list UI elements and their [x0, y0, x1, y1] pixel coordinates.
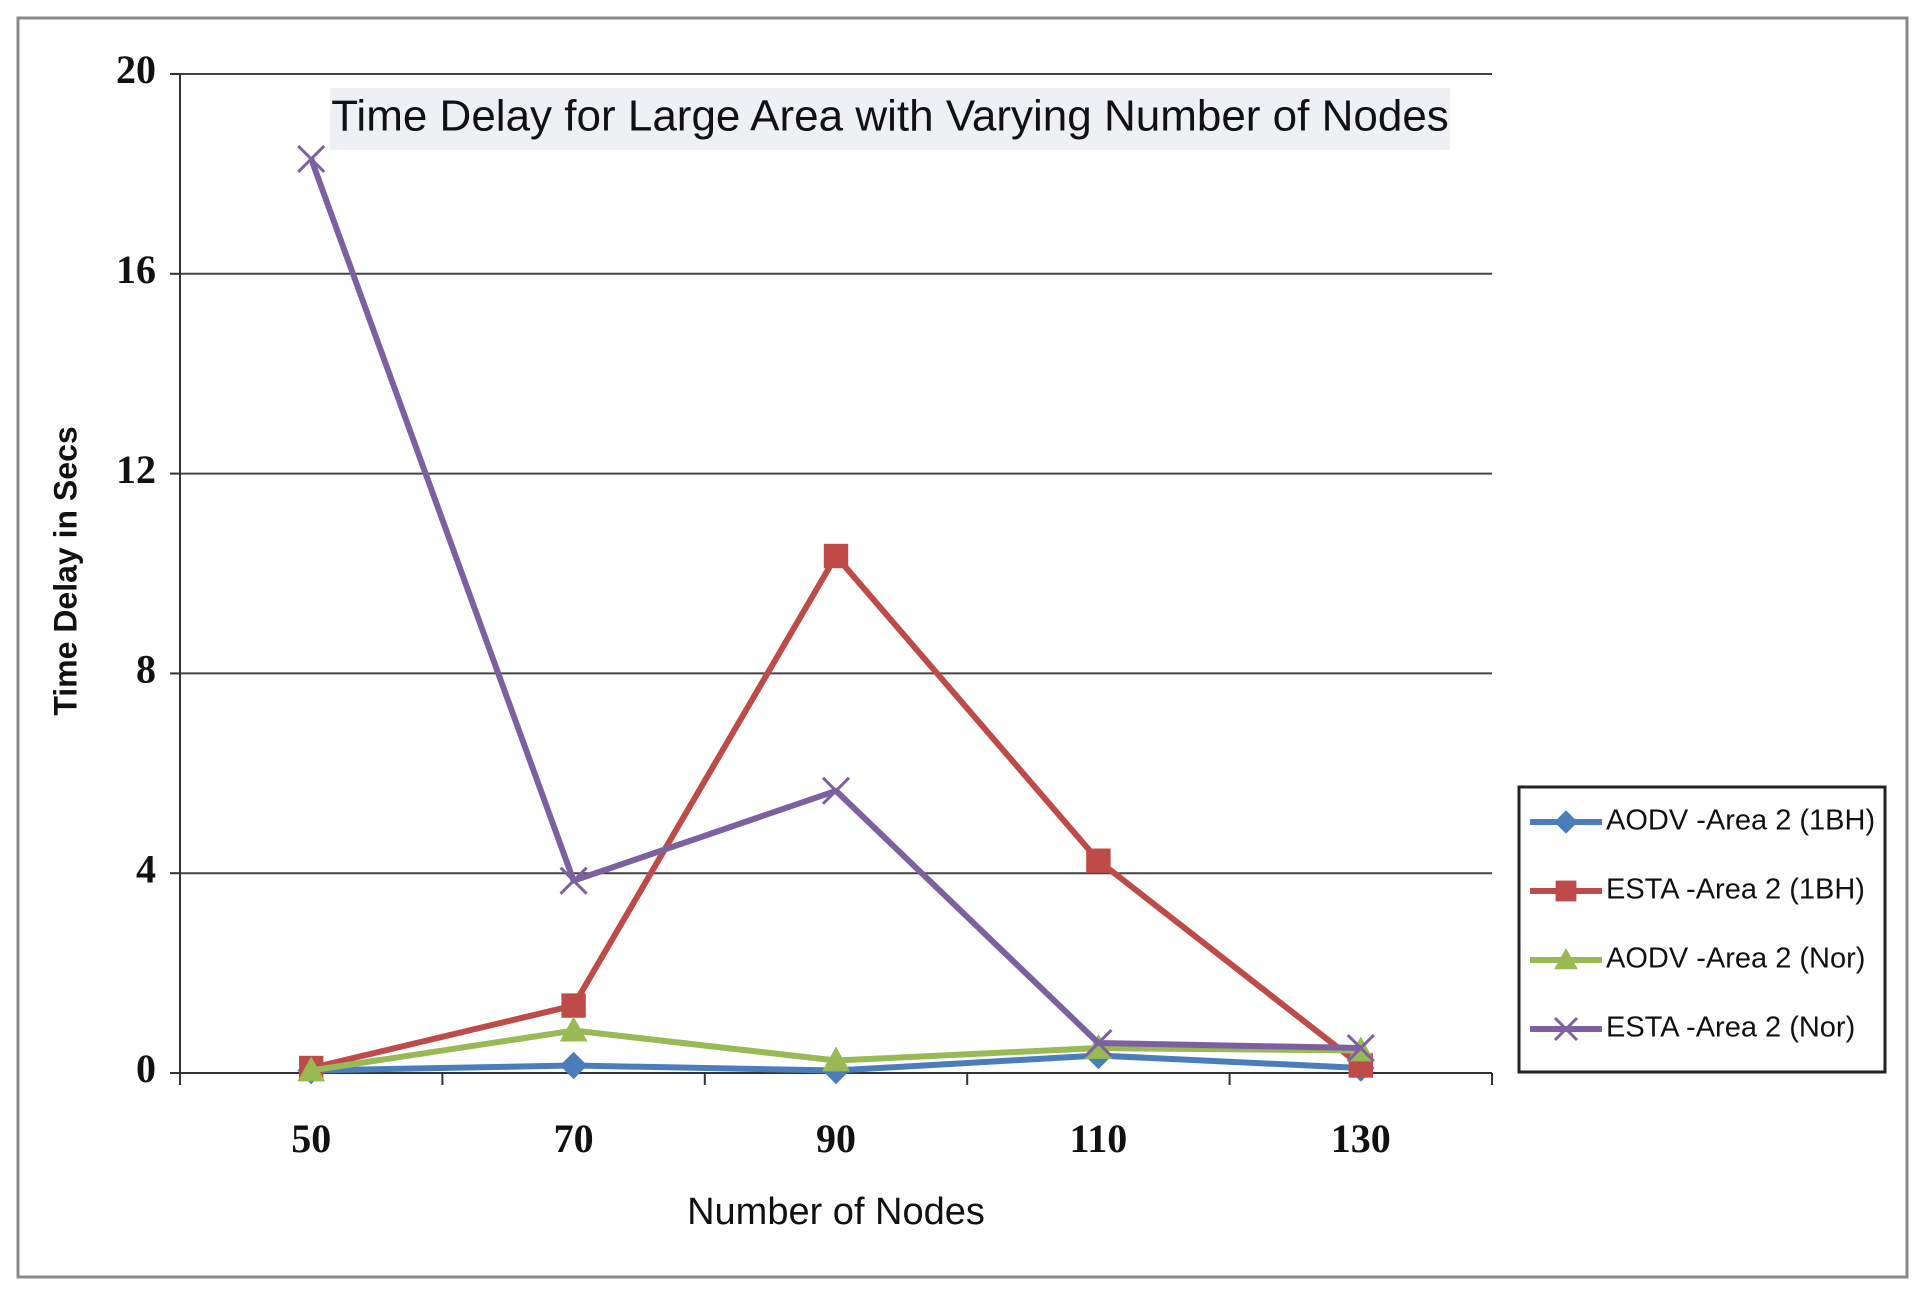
x-axis-label: Number of Nodes: [687, 1191, 985, 1233]
marker: [561, 993, 586, 1018]
marker: [559, 866, 588, 895]
marker: [822, 1046, 850, 1072]
series-line: [310, 553, 1363, 1071]
x-tick-label: 50: [291, 1116, 331, 1161]
x-tick-label: 90: [816, 1116, 856, 1161]
title-background: [330, 88, 1450, 150]
legend-label: ESTA -Area 2 (Nor): [1606, 1012, 1855, 1044]
legend-box: [1517, 785, 1887, 1074]
marker: [1084, 1028, 1113, 1058]
y-tick-label: 20: [116, 47, 156, 92]
legend-label: AODV -Area 2 (Nor): [1606, 943, 1865, 975]
legend-marker: [1553, 1016, 1579, 1042]
series-line: [308, 157, 1361, 1052]
x-tick-label: 130: [1331, 1116, 1391, 1161]
marker: [1084, 1033, 1113, 1059]
marker: [823, 543, 849, 569]
marker: [821, 776, 851, 805]
chart-title: Time Delay for Large Area with Varying N…: [331, 92, 1449, 141]
y-tick-label: 16: [116, 247, 156, 292]
y-tick-label: 4: [136, 846, 156, 891]
frame: [16, 16, 1909, 1279]
marker: [559, 1051, 588, 1080]
legend-marker: [1554, 947, 1578, 970]
legend-label: AODV -Area 2 (1BH): [1606, 805, 1875, 837]
marker: [297, 1056, 326, 1082]
marker: [559, 1016, 588, 1042]
y-axis-label: Time Delay in Secs: [47, 426, 83, 715]
y-tick-label: 12: [116, 447, 156, 492]
x-tick-label: 70: [554, 1116, 594, 1161]
legend-marker: [1555, 880, 1577, 902]
x-tick-label: 110: [1070, 1116, 1128, 1161]
y-tick-label: 0: [136, 1046, 156, 1091]
marker: [1346, 1033, 1375, 1063]
marker: [1086, 848, 1111, 873]
legend-marker: [1554, 810, 1578, 834]
legend-label: ESTA -Area 2 (1BH): [1606, 874, 1865, 906]
y-tick-label: 8: [136, 647, 156, 692]
marker: [297, 144, 326, 173]
